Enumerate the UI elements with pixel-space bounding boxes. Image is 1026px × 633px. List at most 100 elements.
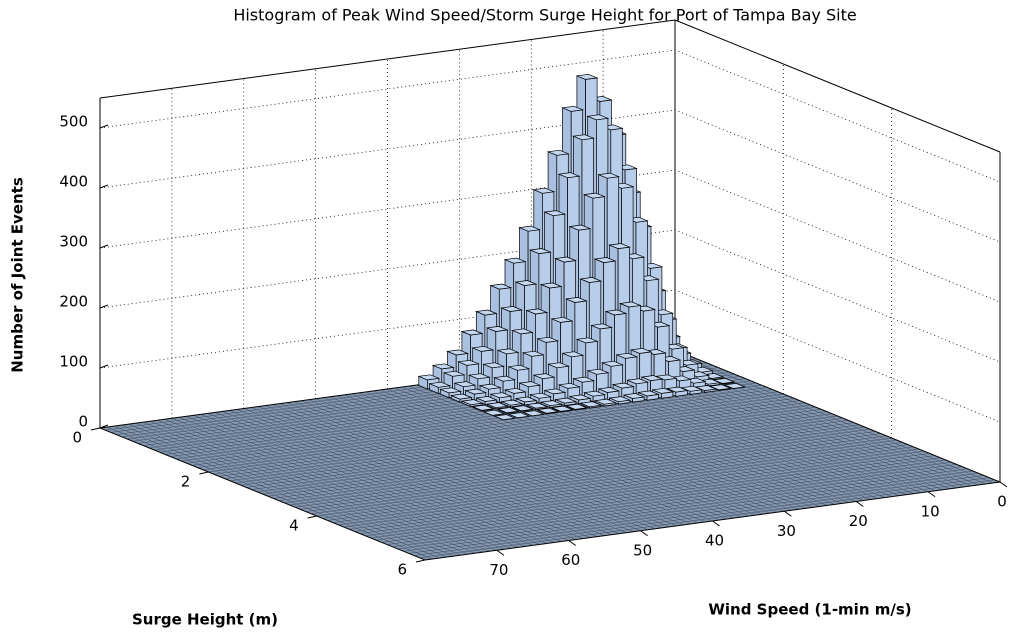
bar — [496, 407, 520, 414]
y-axis-label: Surge Height (m) — [132, 611, 278, 629]
x-tick-label: 60 — [561, 551, 580, 569]
bar-top — [669, 375, 693, 382]
bar-top — [629, 347, 653, 354]
bar-top — [475, 396, 498, 402]
bar-top — [464, 388, 488, 395]
mesh-line — [257, 413, 833, 493]
box-edge — [99, 19, 676, 99]
bar-top — [586, 368, 610, 375]
chart-title: Histogram of Peak Wind Speed/Storm Surge… — [233, 6, 856, 25]
bar-top — [568, 394, 592, 401]
x-tick-label: 50 — [633, 541, 652, 559]
bar-top — [723, 383, 747, 389]
bar-top — [529, 392, 552, 399]
mesh-line — [332, 444, 908, 523]
mesh-line — [316, 437, 892, 517]
bar-top — [626, 378, 650, 385]
x-tick — [496, 549, 505, 556]
bar-top — [561, 351, 585, 358]
mesh-line — [349, 450, 925, 530]
mesh-line — [359, 455, 936, 534]
x-tick — [999, 481, 1008, 488]
bar-top — [417, 374, 441, 381]
mesh-line — [387, 466, 963, 545]
y-tick-label: 0 — [72, 429, 82, 447]
bar-top — [522, 410, 545, 417]
x-tick-label: 10 — [921, 502, 940, 520]
mesh-line — [294, 428, 871, 508]
x-tick-label: 0 — [997, 493, 1007, 511]
z-tick — [99, 304, 109, 309]
z-tick — [99, 124, 109, 129]
bar-top — [489, 392, 513, 399]
y-tick — [415, 559, 426, 563]
y-tick-label: 6 — [397, 561, 407, 579]
z-tick-label: 500 — [59, 113, 88, 131]
bar-top — [644, 349, 667, 355]
box-edge — [674, 19, 1001, 153]
bar-top — [500, 306, 523, 312]
bar-top — [543, 210, 567, 217]
mesh-line — [229, 402, 806, 482]
bar-top — [665, 386, 689, 393]
bar-top — [453, 381, 477, 388]
bar-top — [532, 373, 556, 380]
y-tick — [199, 471, 209, 475]
bar-top — [637, 390, 660, 397]
bar-top — [651, 387, 675, 394]
bar-top — [593, 257, 617, 263]
bar-top — [460, 399, 484, 406]
mesh-line — [273, 420, 849, 499]
bar — [723, 383, 747, 389]
bar-top — [564, 297, 588, 303]
bar-top — [471, 404, 495, 411]
mesh-line — [240, 406, 816, 486]
bar-top — [543, 388, 567, 395]
x-tick-label: 30 — [777, 522, 796, 540]
bar-top — [597, 387, 621, 393]
bar-top — [482, 409, 506, 416]
bar — [565, 403, 588, 411]
bar-top — [708, 384, 732, 391]
bar-top — [550, 316, 574, 323]
bar-top — [449, 393, 473, 400]
bar-top — [583, 390, 606, 397]
bar-top — [478, 383, 502, 390]
bar-top — [539, 400, 563, 407]
bar — [471, 404, 495, 412]
bar-top — [457, 359, 480, 366]
mesh-line — [192, 387, 768, 466]
mesh-line — [278, 422, 854, 501]
bar-top — [525, 402, 549, 409]
x-tick-label: 70 — [489, 561, 508, 579]
bar-top — [510, 328, 534, 335]
bar-top — [507, 412, 531, 419]
bar-top — [640, 375, 664, 381]
mesh-line — [408, 475, 984, 554]
y-tick-label: 2 — [181, 473, 191, 491]
bar-top — [608, 396, 632, 403]
bar-top — [500, 399, 524, 406]
bar — [579, 401, 603, 409]
x-tick — [712, 520, 720, 527]
z-tick-label: 400 — [59, 173, 88, 191]
y-tick — [307, 515, 317, 519]
bar — [539, 400, 563, 409]
bar-top — [547, 362, 570, 369]
bar-top — [536, 336, 560, 343]
z-tick-label: 200 — [59, 293, 88, 311]
bar-top — [532, 187, 556, 194]
mesh-line — [224, 400, 800, 479]
x-tick — [927, 491, 936, 498]
mesh-line — [370, 459, 946, 539]
bars — [417, 73, 747, 421]
mesh-line — [246, 409, 822, 488]
bar-top — [467, 373, 491, 380]
bar-top — [503, 257, 527, 264]
bar — [608, 396, 632, 405]
bar-top — [514, 396, 538, 403]
bar-top — [698, 378, 721, 385]
mesh-line — [397, 470, 973, 550]
bar-top — [561, 105, 585, 112]
